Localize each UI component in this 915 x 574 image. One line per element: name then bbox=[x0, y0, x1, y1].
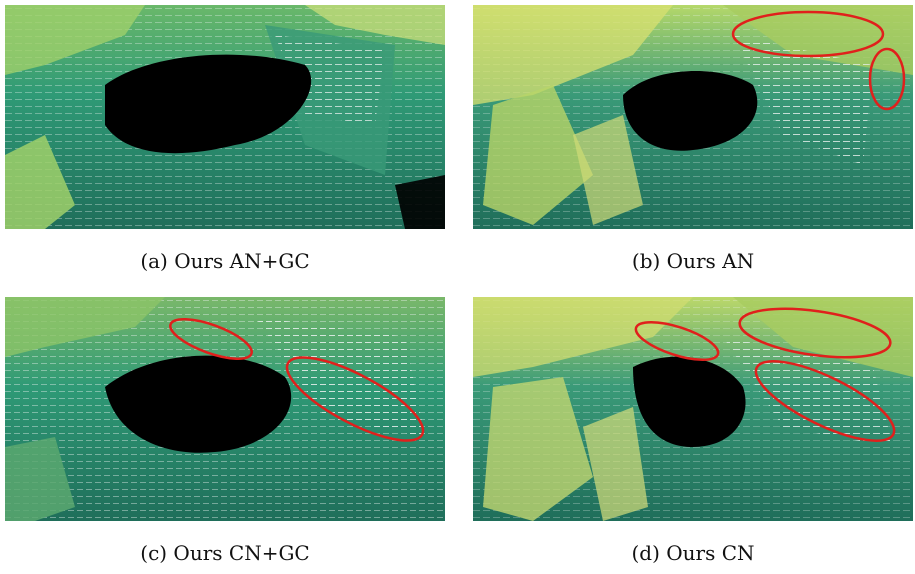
mesh-render-d bbox=[473, 297, 913, 521]
panel-c-image bbox=[5, 297, 445, 521]
caption-c: (c) Ours CN+GC bbox=[140, 541, 310, 565]
mesh-render-a bbox=[5, 5, 445, 229]
panel-a-image bbox=[5, 5, 445, 229]
caption-a: (a) Ours AN+GC bbox=[140, 249, 310, 273]
panel-b-image bbox=[473, 5, 913, 229]
highlight-ellipse bbox=[634, 320, 720, 362]
highlight-ellipse bbox=[754, 360, 896, 442]
highlight-ellipse bbox=[731, 10, 885, 58]
mesh-render-b bbox=[473, 5, 913, 229]
highlight-ellipse bbox=[868, 47, 906, 111]
highlight-ellipse bbox=[169, 318, 253, 360]
caption-d: (d) Ours CN bbox=[631, 541, 755, 565]
caption-b: (b) Ours AN bbox=[631, 249, 755, 273]
mesh-render-c bbox=[5, 297, 445, 521]
panel-d-image bbox=[473, 297, 913, 521]
highlight-ellipse bbox=[285, 356, 425, 442]
highlight-ellipse bbox=[738, 307, 892, 359]
